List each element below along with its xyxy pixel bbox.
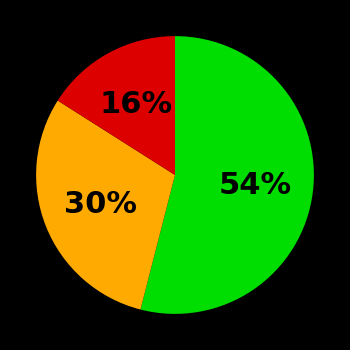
Text: 16%: 16% [100,90,173,119]
Wedge shape [58,36,175,175]
Wedge shape [36,100,175,309]
Text: 54%: 54% [218,170,292,199]
Wedge shape [140,36,314,314]
Text: 30%: 30% [64,190,136,219]
